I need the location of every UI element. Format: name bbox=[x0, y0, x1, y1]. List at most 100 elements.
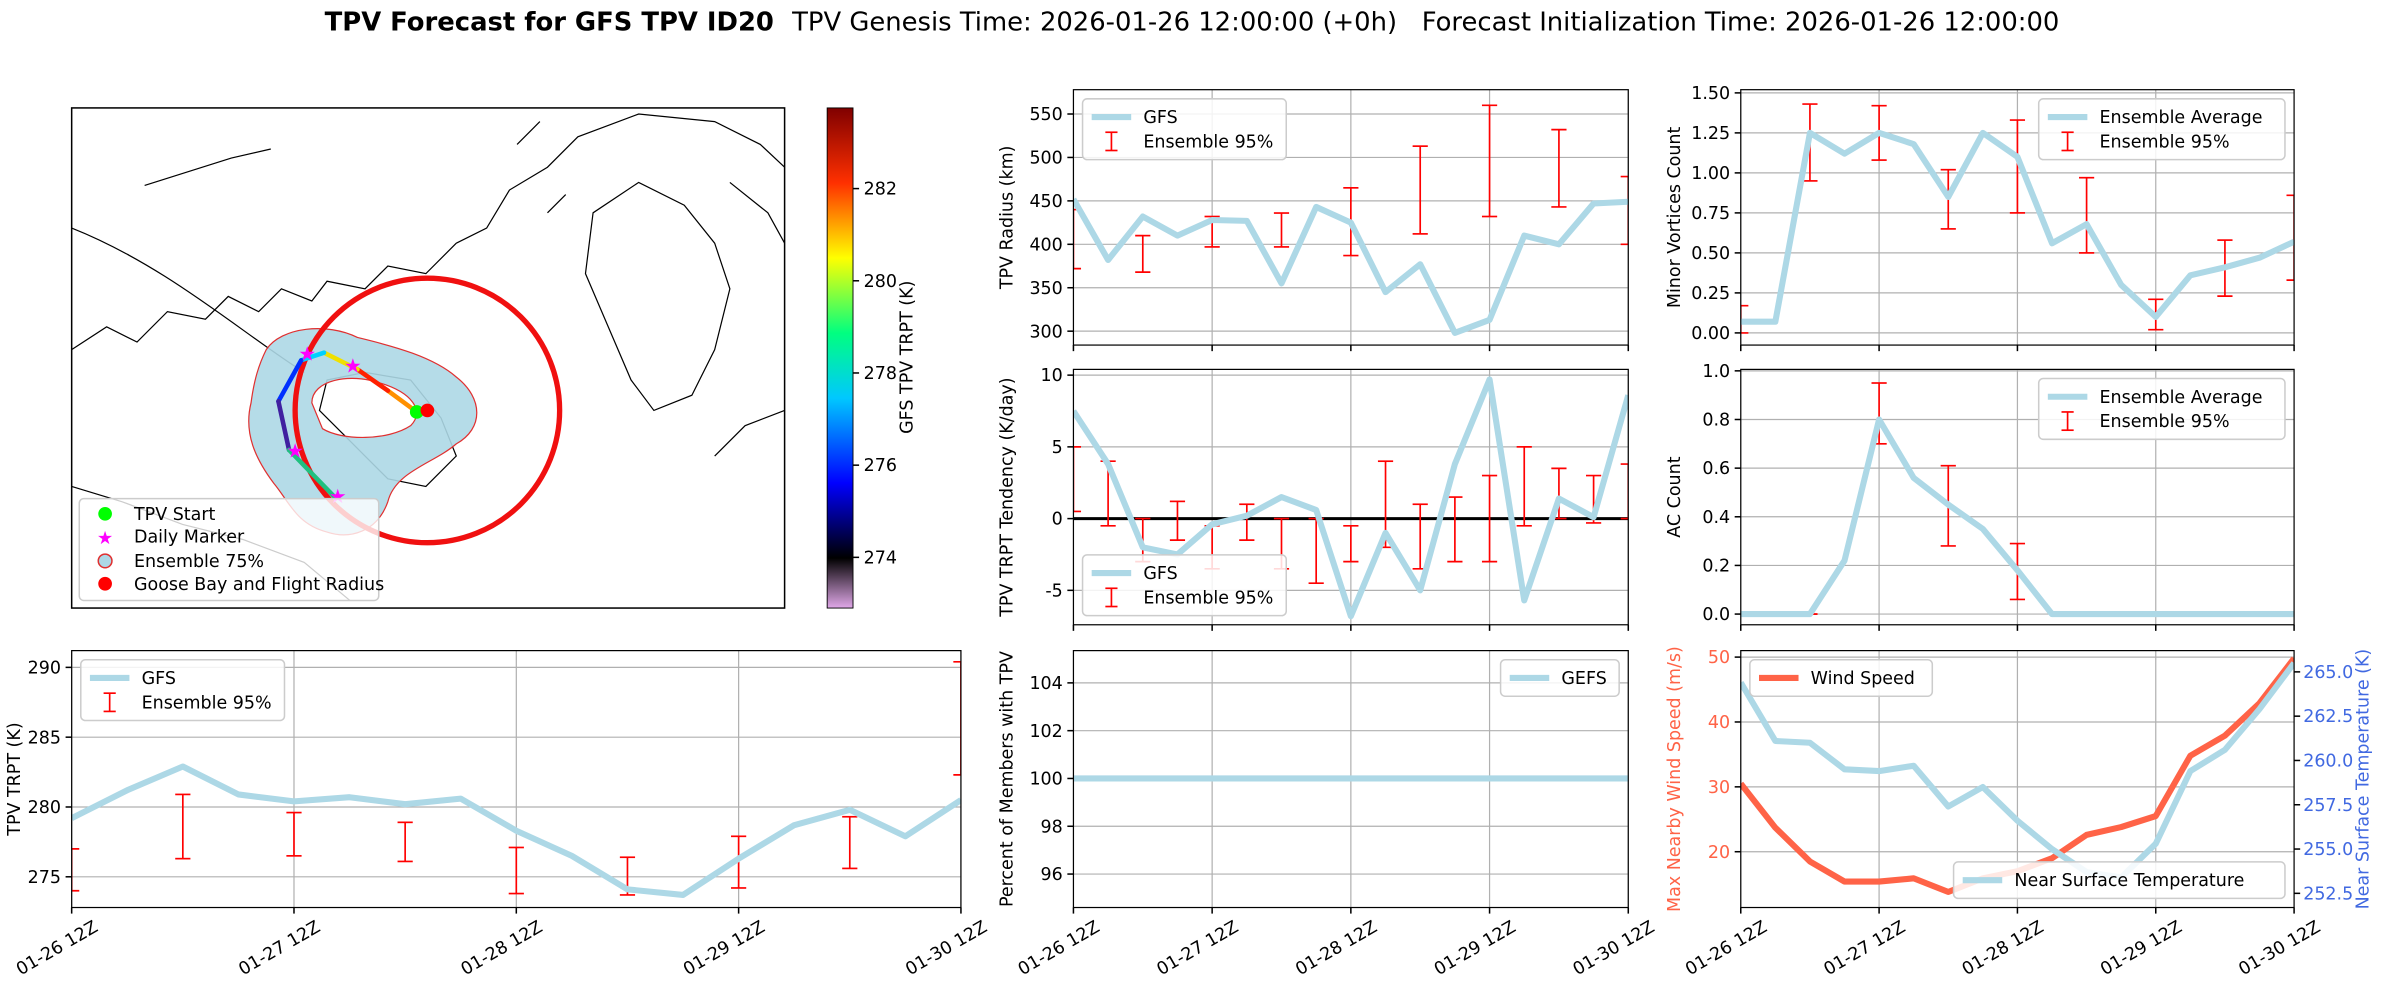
colorbar bbox=[826, 107, 854, 609]
axes-frame bbox=[1072, 89, 1629, 346]
y-tick-label: 104 bbox=[1029, 674, 1062, 694]
y2-tick-label: 262.5 bbox=[2303, 707, 2353, 727]
panel: 0.00 0.25 0.50 0.75 1.00 1.25 1.50 Minor Vortic… bbox=[1665, 84, 2295, 352]
y-tick-label: 0.2 bbox=[1702, 557, 1730, 577]
legend-errorbar bbox=[103, 692, 116, 713]
y-tick-label: 100 bbox=[1029, 770, 1062, 790]
y-tick-label: 0 bbox=[1052, 510, 1063, 530]
axes-frame bbox=[1740, 368, 2295, 626]
legend: GFS Ensemble 95% bbox=[1081, 554, 1288, 617]
y-tick-label: 5 bbox=[1052, 438, 1063, 458]
legend: Wind Speed bbox=[1749, 658, 1934, 697]
legend-box bbox=[2037, 377, 2286, 441]
axes-frame bbox=[1072, 368, 1629, 626]
error-bar bbox=[1073, 446, 1082, 513]
axes-frame bbox=[1072, 650, 1629, 909]
x-tick-label: 01-29 12Z bbox=[2097, 917, 2185, 980]
plot-area bbox=[1740, 89, 2295, 346]
y-tick-label: 0.4 bbox=[1702, 508, 1730, 528]
error-bar bbox=[1412, 503, 1428, 570]
track-segment bbox=[321, 350, 360, 372]
y-tick-label: 500 bbox=[1029, 149, 1062, 169]
legend-label: Ensemble 95% bbox=[2100, 412, 2230, 432]
legend-label: GFS bbox=[1143, 564, 1177, 584]
y-tick-label: 285 bbox=[28, 728, 61, 748]
y2-tick-label: 265.0 bbox=[2303, 663, 2353, 683]
legend: GFS Ensemble 95% bbox=[80, 658, 286, 722]
error-bar bbox=[1551, 128, 1567, 208]
error-bar bbox=[1620, 463, 1629, 520]
map-legend: TPV Start ★ Daily Marker Ensemble 75% Go… bbox=[78, 497, 384, 602]
error-bar bbox=[1169, 500, 1186, 541]
plot-area bbox=[1073, 369, 1629, 625]
coastline bbox=[584, 181, 731, 412]
error-bar bbox=[1740, 304, 1749, 334]
panel: 20 30 40 50 252.5 255.0 257.5 260.0 262.5 265.0 01… bbox=[1665, 646, 2374, 980]
y-tick-label: 1.50 bbox=[1691, 84, 1730, 104]
legend-box bbox=[1081, 98, 1288, 161]
panel: -5 0 5 10 TPV TRPT Tendency (K/day) GFS Ensemb… bbox=[998, 366, 1630, 631]
y-tick-label: 300 bbox=[1029, 322, 1062, 342]
y-tick-label: 0.0 bbox=[1702, 605, 1730, 625]
y-tick-label: -5 bbox=[1045, 581, 1062, 601]
tpv-track bbox=[276, 350, 420, 500]
plot-area bbox=[71, 650, 961, 908]
series-line bbox=[1740, 129, 2295, 325]
y-tick-label: 0.75 bbox=[1691, 204, 1730, 224]
daily-marker: ★ bbox=[298, 342, 316, 365]
legend-label: Near Surface Temperature bbox=[2014, 871, 2244, 891]
y-tick-label: 275 bbox=[28, 868, 61, 888]
track-segment bbox=[298, 350, 327, 363]
error-bar bbox=[1447, 496, 1463, 563]
x-tick-label: 01-26 12Z bbox=[1682, 917, 1770, 980]
series-line bbox=[1073, 376, 1629, 620]
legend: GFS Ensemble 95% bbox=[1081, 98, 1288, 161]
error-bar bbox=[1343, 524, 1359, 563]
legend-label: Wind Speed bbox=[1811, 669, 1915, 689]
legend: GEFS bbox=[1499, 658, 1620, 697]
legend-errorbar bbox=[2061, 131, 2074, 152]
coastline bbox=[144, 148, 271, 187]
legend-label: GFS bbox=[142, 669, 176, 689]
plot-area bbox=[1073, 650, 1629, 908]
y-axis-label: TPV TRPT (K) bbox=[5, 722, 25, 836]
legend-label: Ensemble Average bbox=[2100, 388, 2263, 408]
error-bar bbox=[71, 848, 80, 892]
daily-marker: ★ bbox=[344, 354, 362, 377]
error-bar bbox=[842, 815, 858, 870]
colorbar-label: GFS TPV TRPT (K) bbox=[897, 281, 917, 434]
series-line bbox=[1740, 661, 2295, 881]
legend-marker bbox=[98, 506, 112, 521]
legend-label: GFS bbox=[1143, 108, 1177, 128]
error-bar bbox=[1412, 145, 1428, 235]
panel: 96 98 100 102 104 01-26 12Z 01-27 12Z 01-28 12Z… bbox=[998, 650, 1658, 980]
subtitle: TPV Genesis Time: 2026-01-26 12:00:00 (+… bbox=[791, 7, 2059, 37]
axes-frame bbox=[71, 650, 962, 909]
y-tick-label: 20 bbox=[1708, 843, 1730, 863]
axes-frame bbox=[1740, 650, 2295, 909]
legend-box bbox=[2037, 98, 2286, 161]
y-tick-label: 0.6 bbox=[1702, 459, 1730, 479]
x-tick-label: 01-27 12Z bbox=[235, 917, 323, 980]
error-bar bbox=[2009, 119, 2026, 214]
legend-box bbox=[1499, 658, 1620, 697]
error-bar bbox=[1273, 212, 1290, 248]
error-bar bbox=[397, 821, 413, 863]
error-bar bbox=[1516, 446, 1532, 527]
goose-bay bbox=[420, 403, 435, 418]
plot-area bbox=[1073, 89, 1629, 346]
error-bar bbox=[1481, 104, 1498, 218]
legend: Ensemble Average Ensemble 95% bbox=[2037, 98, 2286, 161]
x-tick-label: 01-28 12Z bbox=[1959, 917, 2047, 980]
y-axis-label: TPV Radius (km) bbox=[998, 146, 1018, 291]
error-bar bbox=[1239, 503, 1255, 541]
legend-errorbar bbox=[1105, 587, 1118, 608]
x-tick-label: 01-26 12Z bbox=[13, 917, 101, 980]
y2-tick-label: 255.0 bbox=[2303, 840, 2353, 860]
panel: 0.0 0.2 0.4 0.6 0.8 1.0 AC Count Ensemble Avera… bbox=[1665, 362, 2295, 631]
legend-errorbar bbox=[2061, 411, 2074, 432]
figure-title: TPV Forecast for GFS TPV ID20 TPV Genesis… bbox=[325, 7, 2060, 37]
y-tick-label: 400 bbox=[1029, 235, 1062, 255]
series-line bbox=[1740, 416, 2295, 618]
